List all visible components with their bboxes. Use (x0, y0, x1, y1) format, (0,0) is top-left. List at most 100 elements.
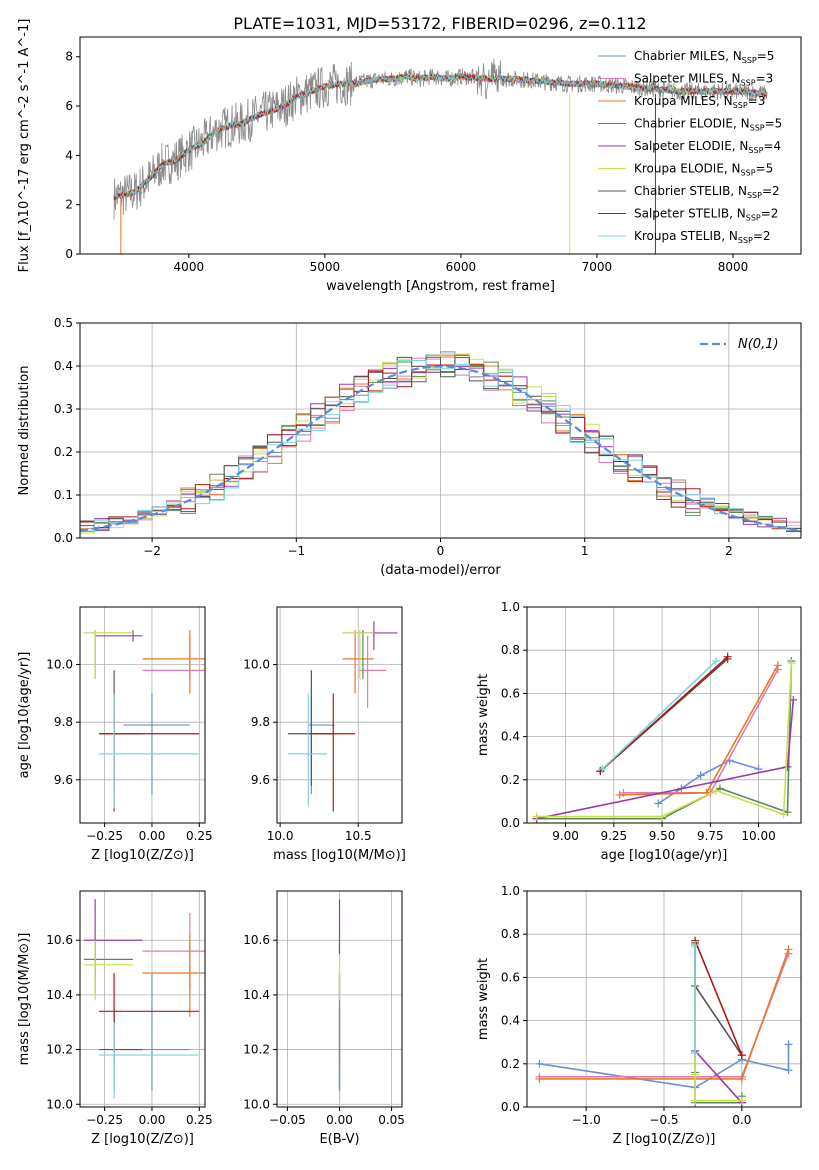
axes-frame (276, 606, 403, 824)
x-tick-label: 9.00 (552, 829, 579, 843)
y-tick-label: 9.6 (251, 773, 270, 787)
mw-point-kroupa-stelib (691, 941, 700, 949)
x-tick-label: 10.5 (345, 829, 372, 843)
x-tick-label: −1 (287, 544, 305, 558)
x-tick-label: 9.50 (649, 829, 676, 843)
legend-label: Kroupa ELODIE, NSSP=5 (634, 162, 773, 178)
plot-area (113, 58, 768, 254)
x-tick-label: 9.75 (697, 829, 724, 843)
x-tick-label: −2 (143, 544, 161, 558)
mw-point-salpeter-elodie (789, 695, 798, 704)
y-tick-label: 10.0 (46, 1097, 73, 1111)
y-tick-label: 0.0 (54, 531, 73, 545)
legend-text: Salpeter STELIB, N (634, 207, 746, 221)
x-axis-label: (data-model)/error (380, 563, 501, 578)
legend-tail: =4 (763, 139, 781, 153)
mw-point-kroupa-elodie (787, 659, 796, 668)
mw-point-chabrier-miles (754, 765, 763, 773)
mw-point-kroupa-stelib (691, 1049, 700, 1057)
x-tick-label: 4000 (174, 260, 205, 274)
y-tick-label: 0.4 (501, 730, 520, 744)
mw-point-salpeter-elodie (783, 762, 792, 771)
y-axis-label: Flux [f_λ10^-17 erg cm^-2 s^-1 A^-1] (17, 19, 32, 273)
x-tick-label: −0.05 (269, 1113, 306, 1127)
x-axis-label: age [log10(age/yr)] (601, 848, 728, 863)
x-tick-label: 0.00 (326, 1113, 353, 1127)
x-axis-label: E(B-V) (319, 1132, 359, 1147)
figure-title: PLATE=1031, MJD=53172, FIBERID=0296, z=0… (233, 14, 646, 33)
y-tick-label: 0.0 (501, 816, 520, 830)
x-tick-label: 5000 (310, 260, 341, 274)
legend-label: Salpeter MILES, NSSP=3 (634, 72, 773, 88)
x-tick-label: 10.00 (741, 829, 775, 843)
legend-sub: SSP (738, 236, 753, 245)
x-tick-label: 0.0 (732, 1113, 751, 1127)
legend-sub: SSP (741, 169, 756, 178)
x-tick-label: −0.5 (649, 1113, 678, 1127)
mw-point-chabrier-miles (535, 1059, 544, 1068)
legend-tail: =2 (762, 184, 780, 198)
mw-point-kroupa-elodie (779, 810, 788, 819)
axes-frame (79, 890, 206, 1108)
x-tick-label: 7000 (582, 260, 613, 274)
mw-point-kroupa-miles (784, 945, 793, 954)
y-tick-label: 10.0 (243, 1097, 270, 1111)
y-tick-label: 0.4 (501, 1014, 520, 1028)
y-tick-label: 0.3 (54, 402, 73, 416)
plot-area (80, 351, 801, 534)
legend-sub: SSP (747, 191, 762, 200)
y-axis-label: age [log10(age/yr)] (17, 652, 32, 779)
panel-residuals: −2 −1 0 1 2 0.0 0.1 0.2 0.3 0.4 0.5 (data-model)/er… (17, 316, 802, 578)
hist-kroupa-stelib (80, 360, 801, 532)
legend-text: Chabrier MILES, N (634, 49, 742, 63)
legend-tail: =5 (756, 162, 774, 176)
mw-line-salpeter-elodie (694, 1050, 743, 1104)
axes-frame (79, 36, 802, 255)
mw-point-kroupa-elodie (532, 812, 541, 821)
legend-sub: SSP (748, 146, 763, 155)
mw-point-kroupa-miles (773, 661, 782, 670)
y-tick-label: 2 (65, 198, 73, 212)
legend-tail: =2 (753, 229, 771, 243)
x-tick-label: 9.25 (600, 829, 627, 843)
y-tick-label: 10.6 (243, 933, 270, 947)
legend-sub: SSP (741, 79, 756, 88)
mw-point-kroupa-elodie (737, 1096, 746, 1105)
y-tick-label: 0.8 (501, 927, 520, 941)
panel-mass_weight_vs_Z: −1.0 −0.5 0.0 0.0 0.2 0.4 0.6 0.8 1.0 Z [log10(Z/… (476, 884, 802, 1147)
legend-label: Salpeter STELIB, NSSP=2 (634, 207, 778, 223)
y-tick-label: 10.4 (243, 988, 270, 1002)
panel-spectrum: 4000 5000 6000 7000 8000 0 2 4 6 8 wavelength [Ang… (17, 19, 802, 294)
plot-area (287, 621, 398, 812)
y-tick-label: 6 (65, 99, 73, 113)
y-tick-label: 1.0 (501, 600, 520, 614)
legend-label: Chabrier STELIB, NSSP=2 (634, 184, 780, 200)
mw-line-salpeter-stelib (694, 940, 743, 1056)
spectrum-kroupa-stelib-line (113, 73, 768, 199)
legend-text: Kroupa STELIB, N (634, 229, 738, 243)
y-tick-label: 0.5 (54, 316, 73, 330)
x-tick-label: 0.00 (139, 1113, 166, 1127)
mw-point-salpeter-stelib (737, 1051, 746, 1060)
legend-text: Chabrier ELODIE, N (634, 117, 750, 131)
y-tick-label: 10.2 (243, 1043, 270, 1057)
y-tick-label: 10.0 (46, 658, 73, 672)
mw-point-chabrier-miles (696, 771, 705, 780)
legend-label: Chabrier ELODIE, NSSP=5 (634, 117, 782, 133)
y-tick-label: 1.0 (501, 884, 520, 898)
y-tick-label: 0.2 (54, 445, 73, 459)
panel-mass_weight_vs_age: 9.00 9.25 9.50 9.75 10.00 0.0 0.2 0.4 0.6 0.8 1.0 a… (476, 600, 802, 863)
y-tick-label: 4 (65, 148, 73, 162)
x-tick-label: 0.00 (139, 829, 166, 843)
panel-age_vs_Z: −0.25 0.00 0.25 9.6 9.8 10.0 Z [log10(Z/Z⊙)] ag… (17, 606, 213, 863)
x-tick-label: 0 (437, 544, 445, 558)
y-tick-label: 0.6 (501, 970, 520, 984)
legend-label: N(0,1) (738, 337, 779, 352)
y-tick-label: 8 (65, 50, 73, 64)
y-tick-label: 0.4 (54, 359, 73, 373)
y-axis-label: mass [log10(M/M⊙)] (17, 933, 32, 1066)
mw-line-kroupa-stelib (601, 660, 717, 770)
x-axis-label: Z [log10(Z/Z⊙)] (91, 848, 194, 863)
legend-tail: =3 (756, 72, 774, 86)
